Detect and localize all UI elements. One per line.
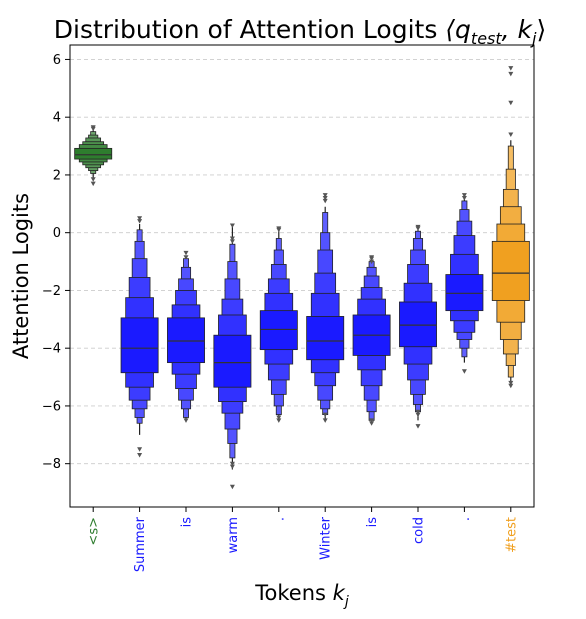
chart-title: Distribution of Attention Logits ⟨qtest,…	[54, 15, 547, 48]
title-end: ⟩	[536, 15, 546, 44]
x-tick-label: is	[365, 517, 380, 528]
outlier-point	[137, 216, 143, 221]
outlier-point	[183, 418, 189, 423]
outlier-point	[90, 177, 96, 182]
outlier-point	[508, 71, 514, 77]
boxen-group	[120, 216, 159, 458]
outlier-point	[229, 239, 235, 244]
svg-text:Distribution of Attention Logi: Distribution of Attention Logits ⟨qtest,…	[54, 15, 547, 48]
boxen-group	[259, 226, 298, 423]
y-tick-label: 0	[53, 226, 61, 241]
boxen-group	[167, 250, 205, 423]
outlier-point	[322, 193, 328, 198]
outlier-point	[137, 219, 143, 224]
outlier-point	[229, 461, 235, 467]
boxen-level	[259, 310, 298, 351]
outlier-point	[369, 256, 375, 262]
boxen-group	[445, 193, 484, 374]
boxen-level	[213, 334, 252, 388]
title-math: ⟨q	[445, 15, 471, 44]
plot-frame	[69, 44, 535, 508]
outlier-point	[276, 226, 282, 231]
outlier-point	[276, 415, 282, 420]
outlier-point	[137, 447, 143, 452]
boxen-group	[74, 125, 113, 187]
outlier-point	[369, 259, 375, 265]
outlier-point	[229, 484, 235, 490]
outlier-point	[461, 193, 467, 198]
boxen-level	[399, 301, 437, 348]
outlier-point	[322, 418, 328, 423]
outlier-point	[229, 236, 235, 241]
y-tick-label: 6	[53, 53, 61, 68]
outlier-point	[322, 196, 328, 201]
boxen-group	[306, 193, 345, 423]
outlier-point	[183, 250, 189, 256]
x-tick-label: cold	[412, 517, 427, 544]
outlier-point	[461, 196, 467, 201]
outlier-point	[508, 383, 514, 389]
y-tick-label: −8	[42, 457, 61, 472]
boxen-group	[352, 255, 391, 426]
title-sub2: j	[530, 29, 537, 48]
title-main: Distribution of Attention Logits	[54, 15, 446, 44]
x-tick-label: is	[180, 517, 195, 528]
outlier-point	[415, 409, 421, 415]
outlier-point	[508, 100, 514, 106]
outlier-point	[369, 418, 375, 423]
outlier-point	[90, 181, 96, 187]
outlier-point	[229, 464, 235, 470]
x-tick-label: Winter	[319, 516, 334, 560]
y-tick-label: −6	[42, 399, 61, 414]
xlabel-main: Tokens	[254, 581, 332, 605]
y-tick-label: 4	[53, 111, 61, 126]
y-axis-ticks: 6 4 2 0 −2 −4 −6 −8	[42, 53, 70, 472]
x-tick-label: Summer	[133, 516, 148, 572]
x-tick-label: warm	[226, 517, 241, 553]
outlier-point	[137, 453, 143, 458]
outlier-point	[508, 380, 514, 386]
outlier-point	[322, 412, 328, 418]
boxen-level	[306, 316, 345, 361]
outlier-point	[183, 255, 189, 260]
x-tick-label: <s>	[87, 517, 102, 546]
outlier-point	[369, 421, 375, 426]
outlier-point	[276, 418, 282, 423]
outlier-point	[415, 412, 421, 418]
x-axis-ticks: <s> Summer is warm. Winter is cold. #test	[87, 507, 519, 572]
boxen-group	[491, 66, 530, 389]
outlier-point	[461, 369, 467, 374]
outlier-point	[90, 125, 96, 130]
title-mid: , k	[502, 15, 534, 44]
x-tick-label: .	[272, 517, 287, 521]
xlabel-var: k	[333, 581, 346, 605]
outlier-point	[415, 224, 421, 230]
y-tick-label: 2	[53, 168, 61, 183]
boxen-level	[445, 274, 484, 312]
boxen-series	[74, 66, 530, 490]
outlier-point	[415, 424, 421, 429]
title-sub: test	[471, 29, 502, 48]
boxen-group	[399, 224, 437, 429]
y-tick-label: −2	[42, 284, 61, 299]
xlabel-sub: j	[343, 594, 349, 610]
outlier-point	[508, 132, 514, 138]
boxen-level	[74, 147, 113, 160]
boxen-group	[213, 223, 252, 490]
outlier-point	[229, 223, 235, 228]
outlier-point	[508, 66, 514, 71]
x-tick-label: #test	[504, 517, 519, 553]
x-axis-label: Tokens kj	[254, 581, 349, 610]
boxen-level	[120, 317, 159, 374]
boxen-level	[167, 317, 205, 364]
y-axis-label: Attention Logits	[9, 193, 33, 359]
outlier-point	[322, 198, 328, 204]
x-tick-label: .	[458, 517, 473, 521]
boxen-level	[491, 240, 530, 301]
y-tick-label: −4	[42, 342, 61, 357]
